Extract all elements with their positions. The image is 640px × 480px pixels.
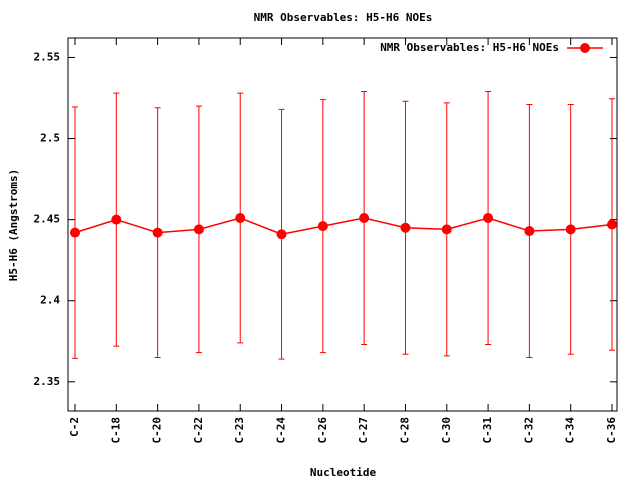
x-tick-label: C-23 xyxy=(233,417,246,444)
x-tick-label: C-26 xyxy=(316,417,329,444)
legend-marker xyxy=(580,43,590,53)
plot-frame xyxy=(67,37,618,412)
data-point xyxy=(276,229,287,240)
x-tick-label: C-20 xyxy=(151,417,164,444)
data-point xyxy=(359,213,370,224)
data-point xyxy=(607,219,617,230)
data-point xyxy=(400,222,411,233)
data-point xyxy=(483,213,494,224)
data-point xyxy=(565,224,576,235)
legend-label: NMR Observables: H5-H6 NOEs xyxy=(380,41,559,54)
x-axis-label: Nucleotide xyxy=(310,466,377,479)
x-tick-label: C-22 xyxy=(192,417,205,444)
y-tick-label: 2.45 xyxy=(34,213,61,226)
chart-title: NMR Observables: H5-H6 NOEs xyxy=(254,11,433,24)
data-point xyxy=(317,221,328,232)
x-tick-label: C-2 xyxy=(68,417,81,437)
series-line xyxy=(74,217,613,236)
x-tick-label: C-36 xyxy=(605,417,618,444)
x-tick-label: C-32 xyxy=(522,417,535,444)
y-tick-label: 2.35 xyxy=(34,375,61,388)
data-point xyxy=(524,225,535,236)
x-tick-label: C-31 xyxy=(481,417,494,444)
data-point xyxy=(441,224,452,235)
y-axis-label: H5-H6 (Angstroms) xyxy=(7,169,20,282)
x-tick-label: C-18 xyxy=(109,417,122,444)
x-tick-label: C-27 xyxy=(357,417,370,444)
data-point xyxy=(70,227,80,238)
y-tick-label: 2.5 xyxy=(40,132,60,145)
y-tick-label: 2.4 xyxy=(40,294,60,307)
x-tick-label: C-30 xyxy=(440,417,453,444)
data-point xyxy=(235,213,246,224)
data-point xyxy=(193,224,204,235)
data-point xyxy=(111,214,122,225)
x-tick-label: C-28 xyxy=(398,417,411,444)
x-tick-label: C-34 xyxy=(564,417,577,444)
data-point xyxy=(152,227,163,238)
x-tick-label: C-24 xyxy=(275,417,288,444)
y-tick-label: 2.55 xyxy=(34,50,61,63)
